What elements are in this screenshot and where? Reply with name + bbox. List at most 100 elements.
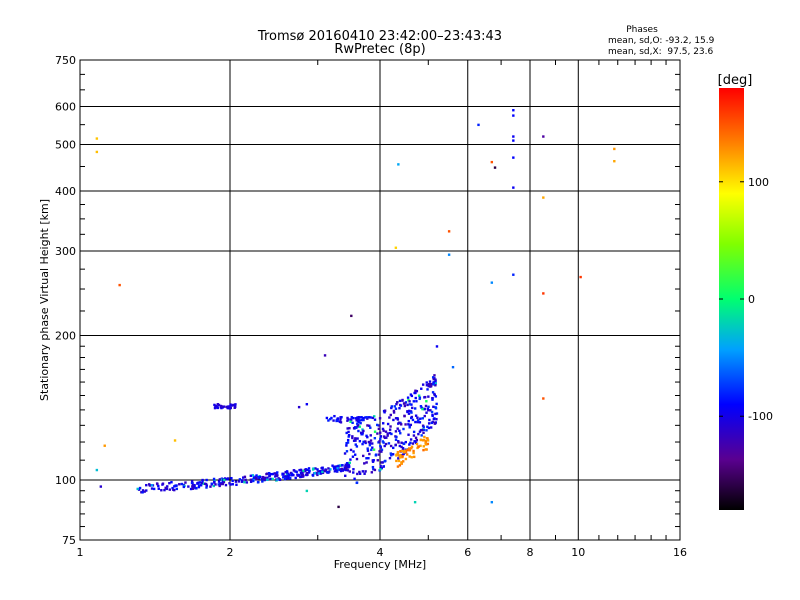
trace-point [339,418,342,421]
trace-point [257,475,260,479]
trace-point [357,417,360,420]
trace-point [238,478,242,481]
trace-point [380,466,383,470]
trace-point [303,468,307,472]
x-axis-label: Frequency [MHz] [334,558,426,571]
trace-point [372,468,375,471]
trace-point [379,468,382,471]
trace-point [397,440,400,443]
trace-point [366,449,370,452]
trace-point [152,487,156,491]
trace-point [332,465,336,469]
trace-point [399,404,403,407]
trace-point [255,478,259,481]
trace-point [409,438,413,441]
trace-point [212,484,216,488]
trace-point [431,376,435,379]
trace-point [224,483,228,487]
trace-point [349,418,353,422]
trace-point [325,416,329,420]
trace-point [373,430,377,433]
trace-point [352,416,355,420]
scatter-points [95,109,616,509]
isolated-point [118,283,121,287]
trace-point [394,407,398,410]
trace-point [261,480,264,483]
trace-point [284,470,287,474]
trace-point [356,417,359,421]
trace-point [217,403,221,407]
trace-point [409,410,413,413]
isolated-point [512,114,515,117]
trace-point [398,444,402,448]
trace-point [434,406,437,409]
trace-point [370,448,373,452]
trace-point [420,406,423,409]
trace-point [390,405,394,408]
trace-point [174,484,177,487]
trace-point [191,487,194,490]
trace-point [294,470,297,473]
isolated-point [512,109,515,112]
trace-point [386,434,389,437]
trace-point [410,416,413,420]
trace-point [347,418,350,421]
trace-point [425,400,428,403]
trace-point [371,460,375,463]
trace-point [266,478,269,481]
trace-point [361,470,365,473]
trace-point [268,471,271,475]
trace-point [373,437,377,440]
x-trace-point [424,442,427,445]
trace-point [409,441,412,444]
trace-point [371,416,374,420]
trace-point [193,483,196,487]
trace-point [168,488,172,491]
x-trace-point [422,439,425,442]
isolated-point [95,468,99,472]
trace-point [419,405,423,408]
trace-point [414,420,417,424]
trace-point [336,466,339,470]
y-tick-label: 400 [55,185,76,198]
trace-point [352,471,355,474]
trace-point [249,474,253,477]
trace-point [400,441,403,444]
x-trace-point [395,459,398,463]
isolated-point [447,230,451,233]
trace-point [431,396,434,400]
isolated-point [613,147,616,151]
trace-point [259,475,262,479]
trace-point [434,412,437,416]
trace-point [356,437,359,440]
trace-point [217,480,221,483]
trace-point [338,464,341,467]
trace-point [341,464,344,467]
trace-point [389,444,393,448]
colorbar-tick-label: 100 [748,176,769,189]
trace-point [335,465,339,468]
trace-point [214,404,217,408]
trace-point [345,444,348,447]
x-tick-label: 10 [571,546,585,559]
trace-point [276,474,279,477]
trace-point [406,403,409,407]
trace-point [333,470,337,473]
trace-point [200,481,203,485]
x-axis-ticks: 1 2 4 6 8 10 16 [77,60,687,559]
x-trace-point [402,451,406,454]
trace-point [214,483,217,486]
trace-point [428,418,431,422]
trace-point [368,441,372,445]
trace-point [366,435,369,439]
isolated-point [542,397,545,400]
trace-point [362,418,365,422]
trace-point [394,443,397,447]
trace-point [178,483,181,486]
trace-point [360,418,364,422]
trace-point [204,482,208,486]
trace-point [411,418,415,422]
isolated-point [542,135,545,138]
trace-point [251,474,254,477]
